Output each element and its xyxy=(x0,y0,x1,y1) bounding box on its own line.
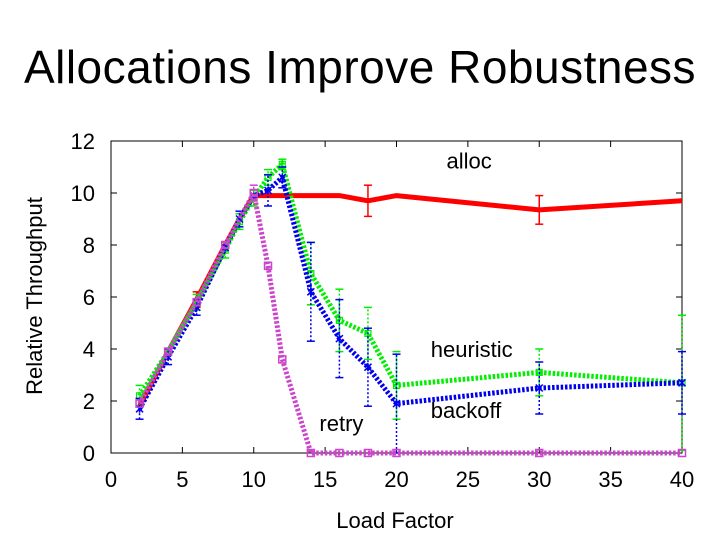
y-tick-label: 0 xyxy=(83,441,95,466)
x-axis-ticks: 0 5 10 15 20 25 30 35 40 xyxy=(105,141,694,492)
series-label: retry xyxy=(319,411,363,436)
x-tick-label: 35 xyxy=(598,467,622,492)
data-point-retry xyxy=(163,347,173,356)
series-alloc xyxy=(137,184,683,408)
series-backoff xyxy=(135,166,687,454)
data-point-retry xyxy=(306,448,316,458)
data-point-retry xyxy=(135,399,144,408)
y-tick-label: 4 xyxy=(83,337,95,362)
series-label: heuristic xyxy=(431,337,513,362)
data-point-backoff xyxy=(363,363,372,372)
x-tick-label: 25 xyxy=(456,467,480,492)
data-point-backoff xyxy=(535,383,544,393)
y-axis-label: Relative Throughput xyxy=(22,197,47,395)
x-tick-label: 15 xyxy=(313,467,337,492)
annotation-layer: alloc heuristic backoff retry xyxy=(319,148,512,436)
series-retry xyxy=(135,184,687,458)
data-point-retry xyxy=(249,188,258,198)
data-point-retry xyxy=(335,448,344,458)
data-point-retry xyxy=(535,448,544,458)
series-layer xyxy=(135,158,687,458)
data-point-retry xyxy=(363,448,373,458)
series-heuristic xyxy=(135,158,686,452)
data-point-retry xyxy=(192,297,201,307)
series-label: backoff xyxy=(431,398,502,423)
data-point-retry xyxy=(278,355,287,364)
series-line-retry xyxy=(137,190,682,456)
data-point-backoff xyxy=(677,378,687,387)
y-tick-label: 12 xyxy=(71,129,95,154)
y-tick-label: 2 xyxy=(83,389,95,414)
y-tick-label: 10 xyxy=(71,181,95,206)
y-axis-ticks: 0 2 4 6 8 10 12 xyxy=(71,129,682,466)
x-tick-label: 5 xyxy=(176,467,188,492)
x-tick-label: 10 xyxy=(242,467,266,492)
data-point-backoff xyxy=(278,173,287,182)
data-point-backoff xyxy=(263,186,273,195)
series-line-backoff xyxy=(137,174,683,411)
slide-title: Allocations Improve Robustness xyxy=(23,41,697,93)
series-line-heuristic xyxy=(137,161,683,398)
x-tick-label: 0 xyxy=(105,467,117,492)
data-point-retry xyxy=(220,240,230,250)
x-tick-label: 20 xyxy=(384,467,408,492)
y-tick-label: 6 xyxy=(83,285,95,310)
data-point-backoff xyxy=(392,399,401,408)
data-point-backoff xyxy=(335,334,344,343)
data-point-backoff xyxy=(306,287,315,296)
y-tick-label: 8 xyxy=(83,233,95,258)
x-axis-label: Load Factor xyxy=(336,508,453,533)
data-point-retry xyxy=(677,448,687,458)
series-label: alloc xyxy=(446,148,491,173)
x-tick-label: 40 xyxy=(670,467,694,492)
data-point-retry xyxy=(392,448,401,458)
x-tick-label: 30 xyxy=(527,467,551,492)
data-point-retry xyxy=(263,261,273,271)
